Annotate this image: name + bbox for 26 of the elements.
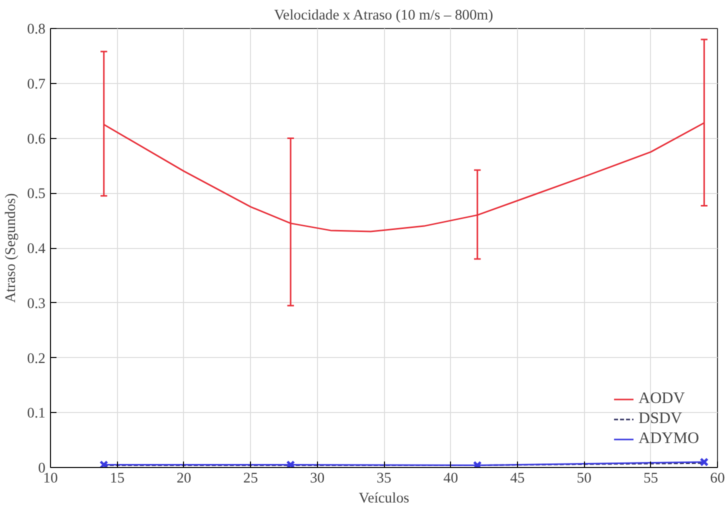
x-axis-title: Veículos [358, 490, 410, 506]
y-tick-label: 0.5 [27, 186, 46, 202]
x-tick-label: 35 [376, 470, 392, 486]
y-tick-label: 0.8 [27, 22, 46, 38]
y-tick-label: 0.3 [27, 296, 46, 312]
x-tick-label: 20 [176, 470, 192, 486]
x-tick-label: 55 [643, 470, 658, 486]
x-tick-label: 15 [110, 470, 125, 486]
x-tick-label: 45 [510, 470, 525, 486]
y-tick-label: 0.6 [27, 131, 46, 148]
y-tick-label: 0.2 [27, 350, 46, 367]
x-tick-label: 25 [243, 470, 258, 486]
x-tick-label: 60 [710, 470, 725, 486]
legend-label: DSDV [638, 410, 682, 428]
chart-title: Velocidade x Atraso (10 m/s – 800m) [274, 8, 494, 24]
y-tick-label: 0.1 [27, 406, 46, 422]
y-tick-label: 0 [38, 460, 46, 476]
x-tick-label: 40 [443, 470, 458, 486]
x-tick-label: 50 [576, 470, 592, 486]
legend-label: AODV [638, 390, 685, 408]
x-tick-label: 10 [43, 470, 58, 486]
y-tick-label: 0.4 [27, 241, 46, 257]
y-axis-title: Atraso (Segundos) [3, 193, 20, 303]
legend-label: ADYMO [638, 430, 699, 448]
y-tick-label: 0.7 [27, 76, 46, 92]
x-tick-label: 30 [310, 470, 325, 486]
